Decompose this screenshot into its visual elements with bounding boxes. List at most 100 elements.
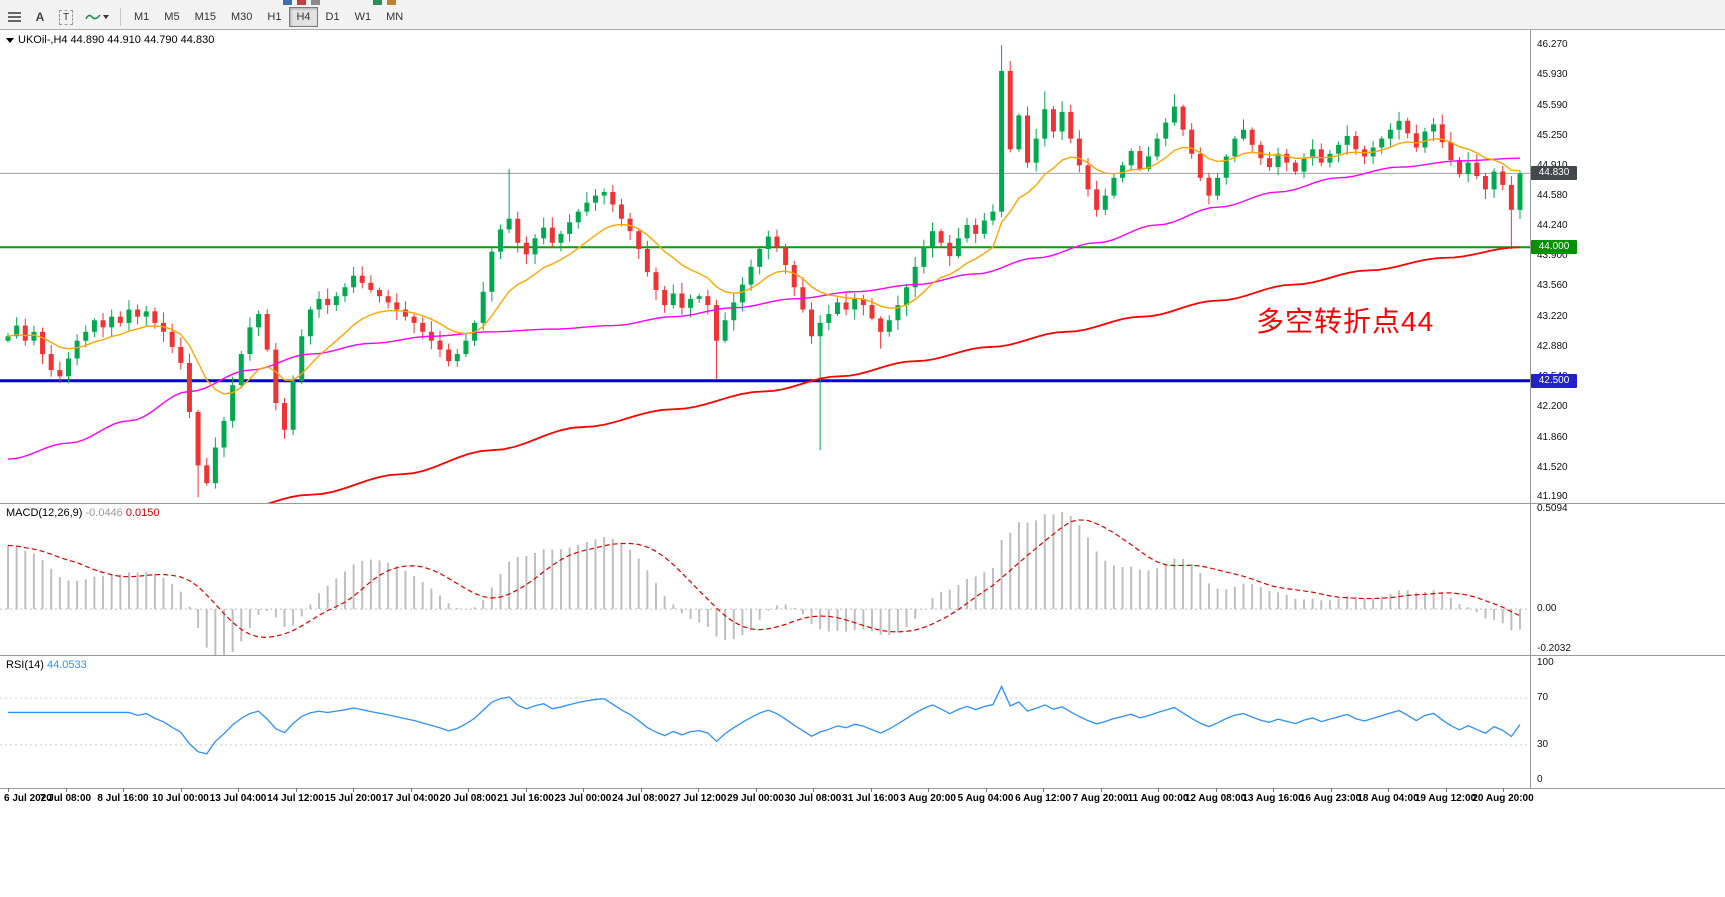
timeframe-button-d1[interactable]: D1 (325, 11, 340, 23)
clipped-toolbar-icon (311, 0, 320, 5)
chevron-down-icon (103, 15, 109, 19)
macd-signal-line (7, 519, 1521, 639)
time-axis-label: 12 Aug 08:00 (1184, 793, 1247, 804)
time-axis-label: 17 Jul 04:00 (382, 793, 439, 804)
time-axis-label: 6 Aug 12:00 (1015, 793, 1071, 804)
price-axis-label: 44.580 (1537, 189, 1568, 201)
rsi-value: 44.0533 (46, 659, 87, 671)
rsi-axis-label: 70 (1537, 692, 1549, 704)
horizontal-lines-layer (0, 172, 1530, 383)
time-axis-label: 11 Aug 00:00 (1127, 793, 1189, 804)
macd-histogram (7, 512, 1521, 655)
panel-divider[interactable] (0, 655, 1725, 656)
time-axis-tick (238, 788, 239, 792)
text-label-tool-button[interactable]: T (54, 7, 78, 27)
rsi-axis-label: 0 (1537, 774, 1543, 785)
price-axis-label: 44.240 (1537, 219, 1568, 231)
timeframe-button-mn[interactable]: MN (386, 11, 404, 23)
time-axis-tick (410, 788, 412, 792)
time-axis-tick (1100, 788, 1102, 792)
macd-axis-label: 0.00 (1537, 603, 1557, 615)
panel-divider[interactable] (0, 503, 1725, 504)
time-axis-tick (928, 788, 929, 792)
price-axis-label: 45.250 (1537, 129, 1568, 141)
macd-main-value: -0.0446 (85, 507, 123, 519)
chart-title: UKOil-,H4 44.890 44.910 44.790 44.830 (6, 34, 214, 46)
time-axis-label: 5 Aug 04:00 (957, 793, 1014, 804)
time-axis-label: 20 Jul 08:00 (439, 793, 497, 804)
time-axis-tick (1215, 788, 1217, 792)
symbol-ohlc-text: UKOil-,H4 44.890 44.910 44.790 44.830 (18, 34, 215, 46)
time-axis-label: 15 Jul 20:00 (324, 793, 382, 804)
time-axis-label: 21 Jul 16:00 (497, 793, 554, 804)
time-axis-label: 19 Aug 12:00 (1414, 793, 1477, 804)
price-axis-label: 42.200 (1537, 401, 1568, 413)
timeframe-button-m5[interactable]: M5 (164, 11, 180, 23)
time-axis-tick (353, 788, 354, 792)
macd-signal-value: 0.0150 (125, 507, 160, 519)
price-tag-44.830: 44.830 (1531, 166, 1577, 181)
time-axis-tick (525, 788, 527, 792)
line-studies-dropdown[interactable] (80, 7, 114, 27)
time-axis-tick (1445, 788, 1447, 792)
time-axis-label: 14 Jul 12:00 (267, 793, 324, 804)
timeframe-button-m15[interactable]: M15 (194, 11, 216, 23)
text-tool-button[interactable]: A (35, 10, 45, 24)
time-axis-label: 3 Aug 20:00 (900, 793, 956, 804)
time-axis-tick (583, 788, 584, 792)
time-axis-tick (870, 788, 872, 792)
price-axis-label: 41.190 (1537, 491, 1568, 503)
time-axis-label: 20 Aug 20:00 (1472, 793, 1534, 804)
time-axis-label: 23 Jul 00:00 (554, 793, 612, 804)
time-axis-label: 24 Jul 08:00 (612, 793, 669, 804)
price-axis-label: 42.880 (1537, 340, 1568, 352)
ma-fast-line (7, 138, 1521, 395)
time-axis-tick (813, 788, 814, 792)
toolbar: A T M1 M5 M15 M30 H1 H4 D1 W1 MN (0, 0, 1725, 30)
timeframe-button-m30[interactable]: M30 (230, 11, 253, 23)
macd-panel-canvas[interactable] (0, 503, 1530, 655)
time-axis-label: 13 Aug 16:00 (1242, 793, 1304, 804)
time-axis-tick (1273, 788, 1274, 792)
chart-text-annotation[interactable]: 多空转折点44 (1256, 306, 1435, 337)
clipped-toolbar-icon (373, 0, 382, 5)
clipped-toolbar-icon (387, 0, 396, 5)
price-tag-42.500: 42.500 (1531, 373, 1577, 388)
time-axis-tick (640, 788, 642, 792)
timeframe-button-h1[interactable]: H1 (267, 11, 282, 23)
time-axis-tick (468, 788, 469, 792)
price-axis-label: 46.270 (1537, 39, 1568, 51)
rsi-label: RSI(14) (6, 659, 44, 671)
clipped-toolbar-icon (297, 0, 306, 5)
time-axis-label: 27 Jul 12:00 (669, 793, 727, 804)
price-axis-label: 44.910 (1537, 160, 1568, 171)
toolbar-separator (120, 8, 121, 26)
timeframe-button-m1[interactable]: M1 (134, 11, 150, 23)
macd-axis-label: 0.5094 (1537, 503, 1568, 514)
rsi-axis-label: 100 (1537, 657, 1554, 668)
clipped-toolbar-icon (283, 0, 292, 5)
timeframe-button-h4[interactable]: H4 (289, 7, 318, 27)
hamburger-lines-icon (7, 10, 21, 24)
time-axis-tick (1503, 788, 1504, 792)
chart-expand-icon[interactable] (6, 37, 14, 43)
chart-windows-icon[interactable] (2, 7, 26, 27)
time-axis-tick (123, 788, 124, 792)
rsi-header: RSI(14) 44.0533 (6, 659, 87, 671)
main-chart-canvas[interactable] (0, 30, 1530, 503)
macd-label: MACD(12,26,9) (6, 507, 83, 519)
time-axis-tick (295, 788, 297, 792)
time-axis-tick (1388, 788, 1389, 792)
time-axis-tick (1043, 788, 1044, 792)
time-axis-label: 10 Jul 00:00 (152, 793, 209, 804)
price-axis-label: 41.860 (1537, 431, 1568, 443)
rsi-panel-canvas[interactable] (0, 655, 1530, 788)
label-tool-glyph: T (58, 9, 74, 25)
price-axis-label: 41.520 (1537, 462, 1568, 473)
timeframe-button-w1[interactable]: W1 (354, 11, 372, 23)
time-axis-label: 30 Jul 08:00 (784, 793, 842, 804)
time-axis-tick (698, 788, 699, 792)
price-axis-border (1530, 30, 1531, 788)
time-axis-label: 13 Jul 04:00 (209, 793, 267, 804)
time-axis-tick (1330, 788, 1332, 792)
